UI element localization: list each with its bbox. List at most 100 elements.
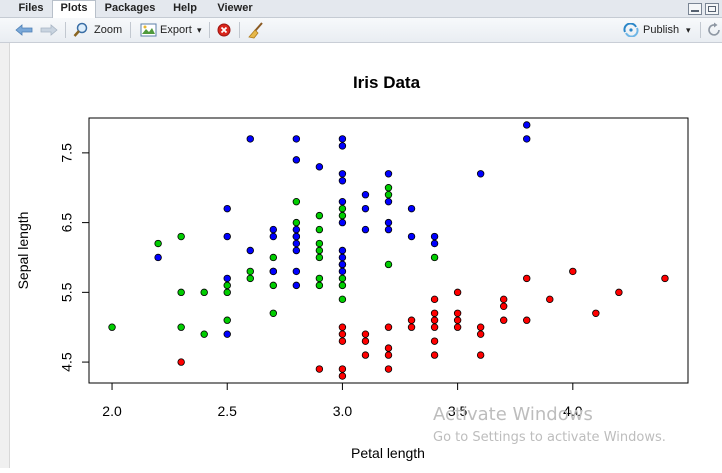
toolbar-separator <box>65 22 66 38</box>
tab-plots[interactable]: Plots <box>52 0 96 18</box>
data-point-series-1 <box>476 351 485 359</box>
forward-arrow-icon[interactable] <box>40 24 58 36</box>
data-point-series-3 <box>338 260 347 269</box>
minimize-pane-icon[interactable] <box>688 3 702 15</box>
back-arrow-icon[interactable] <box>15 24 33 36</box>
data-point-series-2 <box>177 323 185 331</box>
data-point-series-3 <box>338 267 347 276</box>
data-point-series-3 <box>476 170 485 178</box>
data-point-series-1 <box>523 316 531 324</box>
x-tick-label: 4.0 <box>563 403 583 419</box>
data-point-series-1 <box>177 358 185 366</box>
data-point-series-2 <box>315 225 324 234</box>
data-point-series-3 <box>430 239 439 248</box>
data-point-series-1 <box>361 351 370 359</box>
x-tick-label: 2.0 <box>102 403 122 419</box>
data-point-series-3 <box>384 225 393 234</box>
data-point-series-2 <box>154 239 162 248</box>
data-point-series-1 <box>384 344 393 352</box>
y-tick-label: 4.5 <box>59 352 75 372</box>
data-point-series-3 <box>292 239 301 248</box>
data-point-series-3 <box>361 191 370 199</box>
data-point-series-1 <box>453 316 462 324</box>
data-point-series-3 <box>338 142 347 150</box>
data-point-series-1 <box>407 316 416 324</box>
plot-viewer: Iris Data Petal length Sepal length 2.0 2.5 3… <box>0 43 722 468</box>
data-point-series-1 <box>476 330 485 338</box>
data-point-series-2 <box>269 281 278 290</box>
data-point-series-2 <box>200 288 208 297</box>
data-point-series-2 <box>315 274 324 283</box>
data-point-series-1 <box>569 267 577 276</box>
data-point-series-3 <box>269 225 278 234</box>
data-point-series-1 <box>338 323 347 331</box>
data-point-series-1 <box>453 309 462 317</box>
maximize-pane-icon[interactable] <box>705 3 719 15</box>
data-point-series-2 <box>292 218 301 227</box>
zoom-magnifier-icon[interactable] <box>73 22 89 38</box>
tab-packages[interactable]: Packages <box>104 2 156 14</box>
data-point-series-1 <box>499 316 508 324</box>
data-point-series-2 <box>384 191 393 199</box>
data-point-series-1 <box>384 365 393 373</box>
publish-button[interactable]: Publish <box>643 24 680 36</box>
toolbar-separator <box>700 22 701 38</box>
data-point-series-1 <box>361 337 370 345</box>
data-point-series-1 <box>592 309 600 317</box>
data-point-series-3 <box>154 253 162 262</box>
pane-tab-bar: Files Plots Packages Help Viewer <box>0 0 722 18</box>
export-button[interactable]: Export <box>160 24 192 36</box>
data-point-series-3 <box>315 163 324 171</box>
remove-plot-icon[interactable] <box>217 23 231 37</box>
data-point-series-2 <box>223 281 231 290</box>
export-image-icon[interactable] <box>140 23 157 37</box>
data-point-series-3 <box>384 197 393 206</box>
data-point-series-3 <box>407 232 416 241</box>
data-point-series-1 <box>338 372 347 380</box>
data-point-series-3 <box>523 135 531 143</box>
x-axis-label: Petal length <box>351 445 425 461</box>
tab-viewer[interactable]: Viewer <box>217 2 253 14</box>
toolbar-separator <box>209 22 210 38</box>
data-point-series-3 <box>361 204 370 213</box>
data-point-series-1 <box>453 288 462 297</box>
data-point-series-2 <box>223 288 231 297</box>
publish-icon[interactable] <box>623 23 639 37</box>
tab-files[interactable]: Files <box>18 2 44 14</box>
data-point-series-1 <box>430 337 439 345</box>
scatter-plot: Iris Data Petal length Sepal length 2.0 2.5 3… <box>15 73 689 461</box>
data-point-series-3 <box>292 135 301 143</box>
chart-title: Iris Data <box>353 73 421 92</box>
pane-left-edge <box>0 43 10 468</box>
export-dropdown-caret[interactable]: ▾ <box>197 25 202 35</box>
data-point-series-1 <box>546 295 554 304</box>
data-point-series-1 <box>615 288 623 297</box>
refresh-icon[interactable] <box>706 22 722 38</box>
data-point-series-3 <box>223 274 231 283</box>
tab-help[interactable]: Help <box>173 2 197 14</box>
data-point-series-2 <box>200 330 208 338</box>
data-point-series-2 <box>246 274 254 283</box>
data-point-series-3 <box>292 232 301 241</box>
data-point-series-1 <box>407 323 416 331</box>
data-point-series-2 <box>315 253 324 262</box>
data-point-series-2 <box>315 246 324 255</box>
data-point-series-3 <box>384 218 393 227</box>
data-point-series-3 <box>338 177 347 185</box>
x-tick-label: 3.0 <box>333 403 353 419</box>
data-point-series-2 <box>177 288 185 297</box>
data-point-series-3 <box>292 281 301 290</box>
publish-dropdown-caret[interactable]: ▾ <box>686 25 691 35</box>
clear-plots-broom-icon[interactable] <box>247 21 265 39</box>
data-point-series-3 <box>269 232 278 241</box>
data-point-series-3 <box>361 225 370 234</box>
data-point-series-3 <box>407 204 416 213</box>
y-tick-label: 5.5 <box>59 282 75 302</box>
zoom-button[interactable]: Zoom <box>94 24 123 36</box>
data-point-series-2 <box>292 197 301 206</box>
data-point-series-3 <box>223 232 231 241</box>
activation-watermark-title: Activate Windows <box>433 404 593 425</box>
data-point-series-2 <box>315 281 324 290</box>
x-tick-label: 3.5 <box>448 403 468 419</box>
data-point-series-2 <box>430 253 439 262</box>
